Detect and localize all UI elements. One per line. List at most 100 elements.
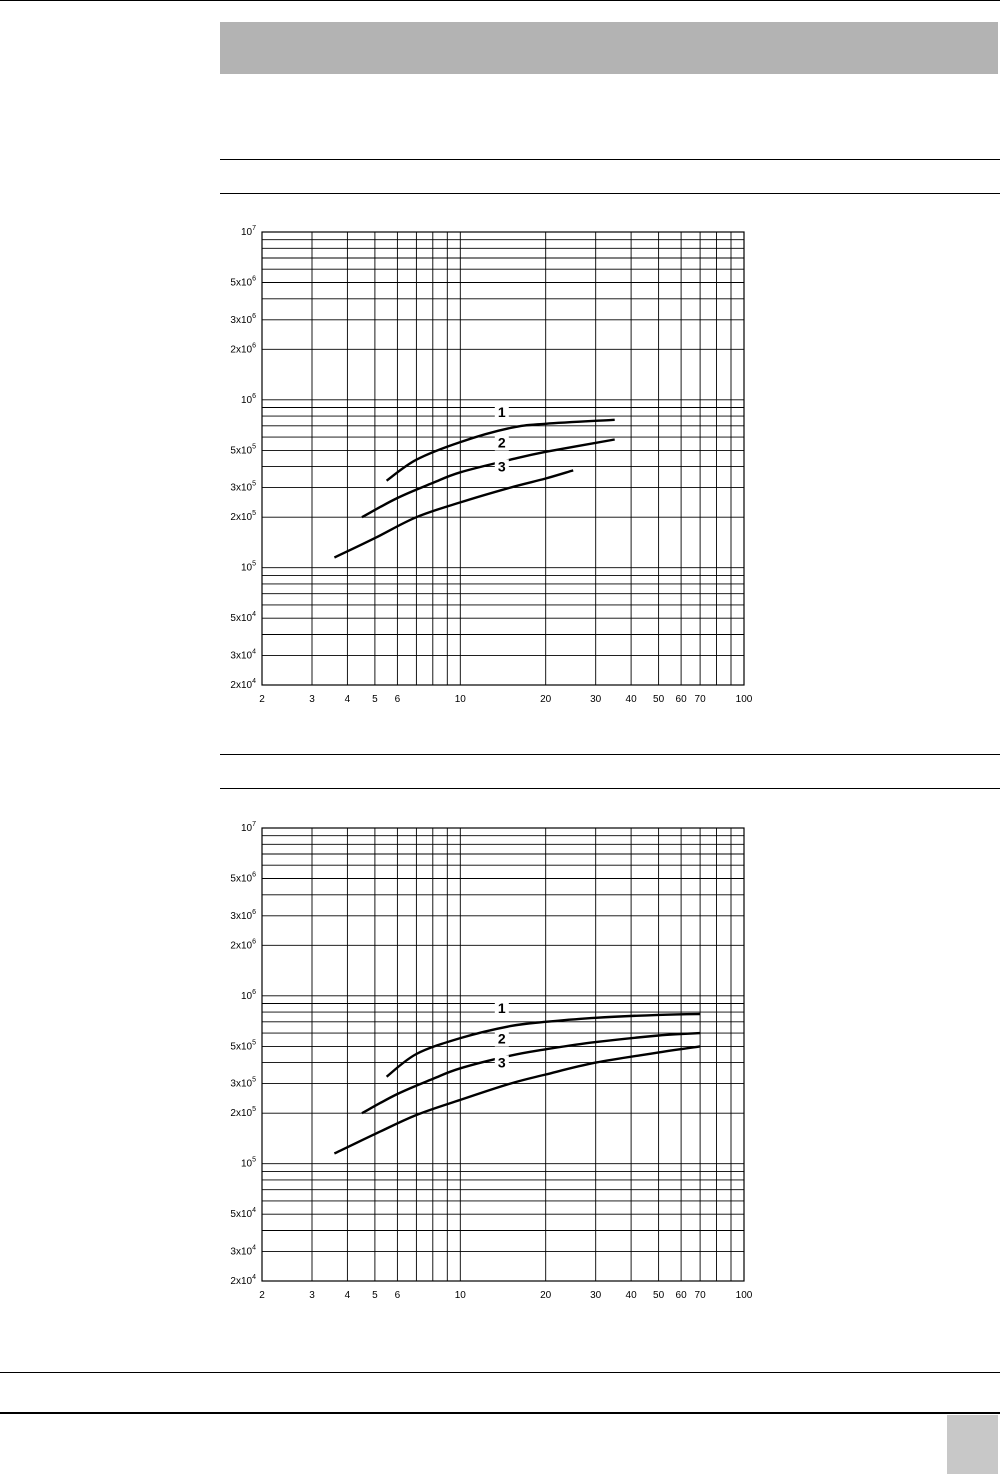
y-tick-label: 106 bbox=[241, 989, 256, 1002]
series-3-line bbox=[333, 1045, 701, 1155]
y-tick-exponent: 5 bbox=[252, 1157, 256, 1164]
x-tick-label: 5 bbox=[372, 694, 378, 705]
series-1-line bbox=[385, 418, 615, 482]
series-1-label: 1 bbox=[498, 1000, 506, 1016]
y-tick-mantissa: 10 bbox=[241, 823, 253, 834]
y-tick-label: 2x105 bbox=[230, 1106, 256, 1119]
y-tick-exponent: 6 bbox=[252, 989, 256, 996]
x-tick-label: 5 bbox=[372, 1290, 378, 1301]
y-tick-label: 5x105 bbox=[230, 443, 256, 456]
y-tick-label: 2x106 bbox=[230, 342, 256, 355]
y-tick-exponent: 4 bbox=[252, 1244, 256, 1251]
y-tick-mantissa: 3x10 bbox=[230, 911, 252, 922]
plot-frame bbox=[261, 827, 745, 1282]
y-tick-exponent: 6 bbox=[252, 872, 256, 879]
y-tick-label: 5x106 bbox=[230, 872, 256, 885]
y-tick-label: 2x104 bbox=[230, 678, 256, 691]
series-1-label: 1 bbox=[498, 404, 506, 420]
top-rule bbox=[0, 0, 1000, 1]
y-tick-label: 5x106 bbox=[230, 276, 256, 289]
x-tick-label: 70 bbox=[695, 694, 707, 705]
y-tick-mantissa: 10 bbox=[241, 991, 253, 1002]
x-tick-label: 70 bbox=[695, 1290, 707, 1301]
y-tick-label: 3x106 bbox=[230, 909, 256, 922]
grid bbox=[261, 231, 745, 686]
section-rule-1b bbox=[220, 193, 1000, 194]
y-tick-mantissa: 3x10 bbox=[230, 483, 252, 494]
y-tick-mantissa: 3x10 bbox=[230, 1079, 252, 1090]
series-1-line bbox=[385, 1012, 701, 1078]
y-tick-label: 3x105 bbox=[230, 1077, 256, 1090]
y-tick-label: 3x104 bbox=[230, 1244, 256, 1257]
chart-1-svg: 1075x1063x1062x1061065x1053x1052x1051055… bbox=[230, 225, 753, 705]
y-tick-mantissa: 2x10 bbox=[230, 344, 252, 355]
y-tick-exponent: 6 bbox=[252, 276, 256, 283]
y-tick-exponent: 7 bbox=[252, 225, 256, 232]
y-tick-label: 2x104 bbox=[230, 1274, 256, 1287]
x-tick-label: 6 bbox=[395, 694, 401, 705]
y-tick-mantissa: 10 bbox=[241, 227, 253, 238]
y-tick-mantissa: 5x10 bbox=[230, 445, 252, 456]
series-2-line bbox=[361, 438, 615, 519]
section-rule-2b bbox=[220, 788, 1000, 789]
y-tick-label: 2x106 bbox=[230, 938, 256, 951]
x-tick-label: 40 bbox=[626, 1290, 638, 1301]
y-tick-label: 3x104 bbox=[230, 648, 256, 661]
y-tick-mantissa: 5x10 bbox=[230, 1209, 252, 1220]
y-tick-label: 107 bbox=[241, 225, 256, 238]
y-tick-exponent: 6 bbox=[252, 393, 256, 400]
y-tick-mantissa: 3x10 bbox=[230, 1246, 252, 1257]
x-tick-label: 2 bbox=[259, 694, 265, 705]
series-3-label: 3 bbox=[498, 1054, 506, 1070]
y-tick-mantissa: 2x10 bbox=[230, 1276, 252, 1287]
section-rule-2a bbox=[220, 754, 1000, 755]
series-label-bg bbox=[494, 1031, 509, 1047]
x-tick-label: 4 bbox=[345, 1290, 351, 1301]
y-tick-mantissa: 5x10 bbox=[230, 874, 252, 885]
y-tick-exponent: 5 bbox=[252, 561, 256, 568]
y-tick-label: 5x104 bbox=[230, 1207, 256, 1220]
y-tick-mantissa: 5x10 bbox=[230, 613, 252, 624]
x-tick-label: 3 bbox=[309, 694, 315, 705]
plot-frame bbox=[261, 231, 745, 686]
y-tick-exponent: 6 bbox=[252, 342, 256, 349]
y-tick-exponent: 4 bbox=[252, 648, 256, 655]
y-tick-exponent: 6 bbox=[252, 313, 256, 320]
y-tick-mantissa: 2x10 bbox=[230, 512, 252, 523]
series-2-line bbox=[361, 1031, 701, 1115]
series-2-label: 2 bbox=[498, 1031, 506, 1047]
y-tick-exponent: 4 bbox=[252, 678, 256, 685]
y-tick-exponent: 5 bbox=[252, 1039, 256, 1046]
x-tick-label: 4 bbox=[345, 694, 351, 705]
y-tick-exponent: 6 bbox=[252, 909, 256, 916]
x-tick-label: 100 bbox=[736, 694, 753, 705]
footer-rule-1 bbox=[0, 1372, 1000, 1373]
y-tick-exponent: 4 bbox=[252, 1207, 256, 1214]
y-tick-label: 2x105 bbox=[230, 510, 256, 523]
y-tick-label: 5x105 bbox=[230, 1039, 256, 1052]
y-tick-mantissa: 2x10 bbox=[230, 1108, 252, 1119]
y-tick-exponent: 7 bbox=[252, 821, 256, 828]
series-label-bg bbox=[494, 459, 509, 475]
x-tick-label: 20 bbox=[540, 694, 552, 705]
section-rule-1a bbox=[220, 159, 1000, 160]
y-tick-exponent: 4 bbox=[252, 1274, 256, 1281]
series-3-label: 3 bbox=[498, 458, 506, 474]
y-tick-label: 3x105 bbox=[230, 481, 256, 494]
y-tick-label: 3x106 bbox=[230, 313, 256, 326]
x-tick-label: 3 bbox=[309, 1290, 315, 1301]
x-tick-label: 2 bbox=[259, 1290, 265, 1301]
y-tick-mantissa: 3x10 bbox=[230, 315, 252, 326]
header-bar bbox=[220, 22, 998, 74]
series-label-bg bbox=[494, 1001, 509, 1016]
x-tick-label: 30 bbox=[590, 1290, 602, 1301]
footer-rule-2 bbox=[0, 1412, 1000, 1414]
y-tick-exponent: 5 bbox=[252, 1077, 256, 1084]
x-tick-label: 10 bbox=[455, 1290, 467, 1301]
x-tick-label: 20 bbox=[540, 1290, 552, 1301]
x-tick-label: 10 bbox=[455, 694, 467, 705]
y-tick-exponent: 5 bbox=[252, 481, 256, 488]
y-tick-mantissa: 10 bbox=[241, 1159, 253, 1170]
y-tick-exponent: 5 bbox=[252, 443, 256, 450]
y-tick-label: 107 bbox=[241, 821, 256, 834]
